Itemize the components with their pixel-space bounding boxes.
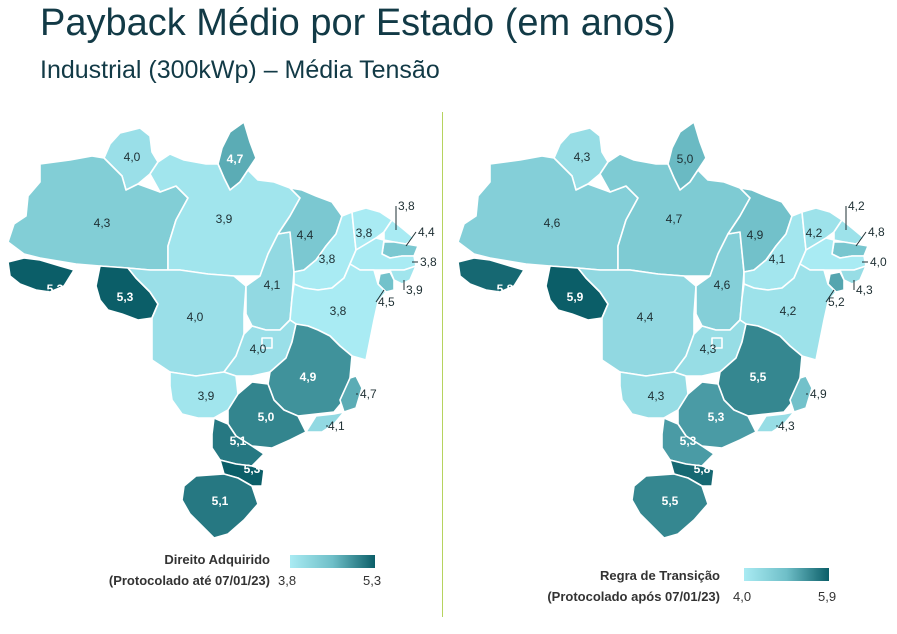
state-ac (457, 257, 525, 293)
leader-line-pb (855, 231, 867, 247)
value-label-pe: 3,8 (420, 255, 437, 269)
value-label-am: 4,6 (544, 216, 561, 230)
value-label-to: 4,6 (714, 278, 731, 292)
value-label-sp: 5,0 (258, 410, 275, 424)
value-label-es: 4,7 (360, 387, 377, 401)
brazil-map-svg: 4,0 4,74,3 3,95,35,34,04,14,43,83,83,84,43… (7, 121, 437, 539)
value-label-pi: 4,1 (769, 252, 786, 266)
legend-color-bar (744, 568, 829, 581)
page-subtitle: Industrial (300kWp) – Média Tensão (40, 56, 440, 84)
value-label-pb: 4,4 (418, 225, 435, 239)
page-title: Payback Médio por Estado (em anos) (40, 2, 676, 44)
state-es (339, 375, 363, 413)
value-label-ce: 4,2 (806, 226, 823, 240)
value-label-ms: 4,3 (648, 389, 665, 403)
value-label-pe: 4,0 (870, 255, 887, 269)
legend-subtitle: (Protocolado após 07/01/23) (547, 589, 720, 604)
legend-min: 3,8 (278, 573, 297, 588)
value-label-go: 4,3 (700, 342, 717, 356)
value-label-mt: 4,0 (187, 310, 204, 324)
value-label-ro: 5,9 (567, 290, 584, 304)
leader-line-se (825, 289, 835, 303)
value-label-mt: 4,4 (637, 310, 654, 324)
value-label-se: 5,2 (828, 295, 845, 309)
value-label-ac: 5,8 (497, 282, 514, 296)
brazil-map-svg: 4,3 5,04,6 4,75,85,94,44,64,94,14,24,24,84… (457, 121, 887, 539)
legend-max: 5,9 (818, 589, 837, 604)
value-label-al: 3,9 (406, 283, 423, 297)
state-ac (7, 257, 75, 293)
value-label-rn: 4,2 (848, 199, 865, 213)
legend-color-bar (290, 555, 375, 568)
value-label-go: 4,0 (250, 342, 267, 356)
map-direito-adquirido: 4,0 4,7 4,3 3,9 5,3 5,3 4,0 4,1 4,4 3,8 3,8 3,8 4,4 3… (0, 120, 440, 540)
value-label-sp: 5,3 (708, 410, 725, 424)
value-label-ma: 4,4 (297, 228, 314, 242)
state-ms (619, 371, 689, 419)
value-label-pb: 4,8 (868, 225, 885, 239)
leader-line-pb (405, 231, 417, 247)
map-regra-de-transicao: 4,3 5,0 4,6 4,7 5,8 5,9 4,4 4,6 4,9 4,1 4,2 4,2 4,8 4… (445, 120, 895, 540)
value-label-ap: 5,0 (677, 152, 694, 166)
value-label-sc: 5,8 (694, 462, 711, 476)
value-label-pi: 3,8 (319, 252, 336, 266)
legend-title: Direito Adquirido (164, 552, 270, 567)
legend-min: 4,0 (733, 589, 752, 604)
value-label-ba: 3,8 (330, 304, 347, 318)
value-label-es: 4,9 (810, 387, 827, 401)
state-rs (181, 473, 259, 539)
value-label-se: 4,5 (378, 295, 395, 309)
value-label-mg: 4,9 (300, 370, 317, 384)
value-label-ce: 3,8 (356, 226, 373, 240)
state-ce (801, 207, 843, 251)
value-label-ms: 3,9 (198, 389, 215, 403)
value-label-am: 4,3 (94, 216, 111, 230)
value-label-rs: 5,1 (212, 494, 229, 508)
value-label-rj: 4,3 (778, 419, 795, 433)
value-label-ma: 4,9 (747, 228, 764, 242)
state-ms (169, 371, 239, 419)
value-label-to: 4,1 (264, 278, 281, 292)
value-label-rs: 5,5 (662, 494, 679, 508)
value-label-sc: 5,3 (244, 462, 261, 476)
state-df (711, 337, 723, 349)
value-label-pa: 4,7 (666, 212, 683, 226)
value-label-pr: 5,3 (680, 434, 697, 448)
value-label-ba: 4,2 (780, 304, 797, 318)
value-label-rr: 4,3 (574, 150, 591, 164)
state-ce (351, 207, 393, 251)
legend-subtitle: (Protocolado até 07/01/23) (108, 573, 270, 588)
state-es (789, 375, 813, 413)
state-df (261, 337, 273, 349)
value-label-rj: 4,1 (328, 419, 345, 433)
legend-title: Regra de Transição (600, 568, 720, 583)
value-label-mg: 5,5 (750, 370, 767, 384)
value-label-rr: 4,0 (124, 150, 141, 164)
value-label-al: 4,3 (856, 283, 873, 297)
leader-line-se (375, 289, 385, 303)
value-label-pa: 3,9 (216, 212, 233, 226)
value-label-rn: 3,8 (398, 199, 415, 213)
map-divider (442, 112, 443, 617)
value-label-ac: 5,3 (47, 282, 64, 296)
state-rs (631, 473, 709, 539)
value-label-pr: 5,1 (230, 434, 247, 448)
value-label-ro: 5,3 (117, 290, 134, 304)
legend-max: 5,3 (363, 573, 382, 588)
value-label-ap: 4,7 (227, 152, 244, 166)
